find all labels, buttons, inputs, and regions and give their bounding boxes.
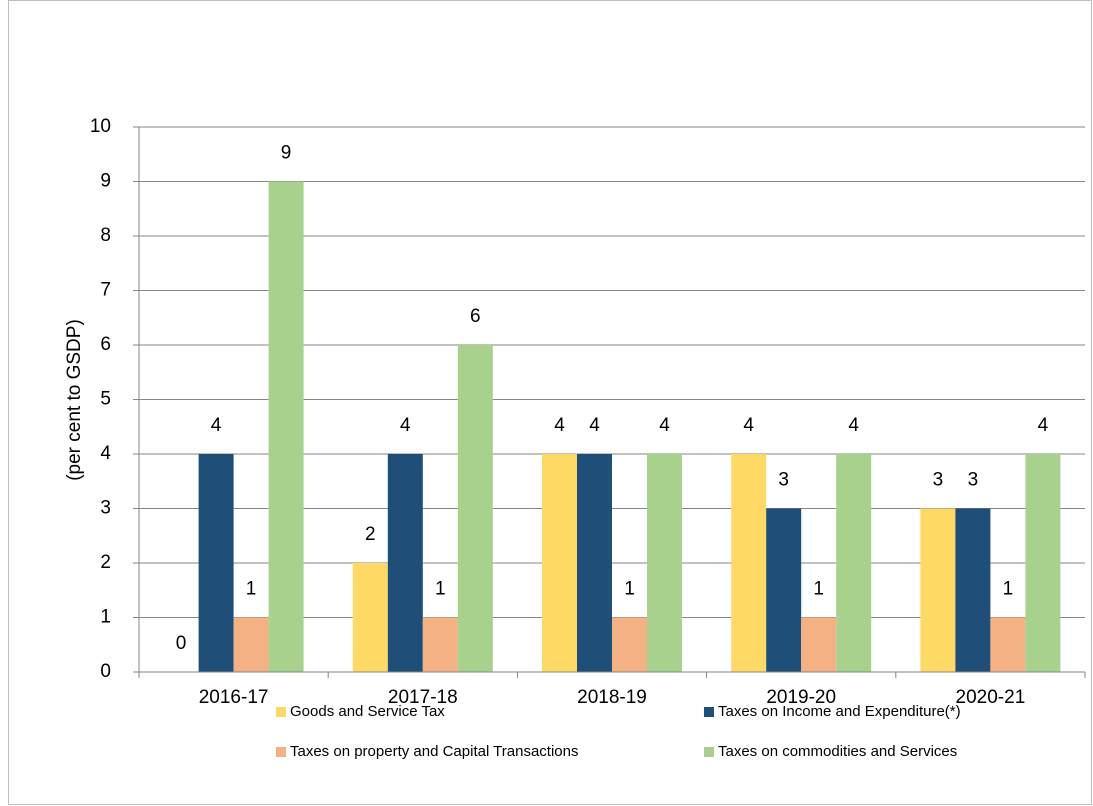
x-tick-label: 2017-18 xyxy=(388,687,458,708)
legend-swatch xyxy=(276,747,286,757)
data-label: 4 xyxy=(211,415,222,436)
data-label: 3 xyxy=(933,470,944,491)
data-label: 1 xyxy=(435,579,446,600)
data-label: 3 xyxy=(778,470,789,491)
legend-swatch xyxy=(704,707,714,717)
legend-label: Taxes on commodities and Services xyxy=(718,743,957,760)
bar xyxy=(920,508,956,672)
bar xyxy=(268,181,304,672)
y-tick-label: 3 xyxy=(100,498,111,519)
data-label: 4 xyxy=(1038,415,1049,436)
y-axis-title: (per cent to GSDP) xyxy=(64,319,85,481)
data-label: 4 xyxy=(659,415,670,436)
bar xyxy=(990,617,1026,672)
y-tick-label: 8 xyxy=(100,225,111,246)
bar xyxy=(457,345,493,672)
data-label: 0 xyxy=(176,633,187,654)
chart-border xyxy=(8,0,1092,805)
legend-label: Goods and Service Tax xyxy=(290,703,445,720)
data-label: 4 xyxy=(589,415,600,436)
data-label: 4 xyxy=(848,415,859,436)
y-tick-label: 6 xyxy=(100,334,111,355)
data-label: 9 xyxy=(281,143,292,164)
x-tick-label: 2020-21 xyxy=(956,687,1026,708)
bar xyxy=(542,454,577,672)
bar xyxy=(1025,454,1061,672)
data-label: 1 xyxy=(813,579,824,600)
x-tick-label: 2016-17 xyxy=(199,687,269,708)
y-tick-label: 10 xyxy=(90,116,111,137)
bar xyxy=(387,454,423,672)
y-tick-label: 9 xyxy=(100,171,111,192)
legend-swatch xyxy=(276,707,286,717)
bar xyxy=(422,617,458,672)
data-label: 4 xyxy=(743,415,754,436)
data-label: 1 xyxy=(1003,579,1014,600)
bar xyxy=(731,454,767,672)
legend-label: Taxes on Income and Expenditure(*) xyxy=(718,703,961,720)
legend-swatch xyxy=(704,747,714,757)
data-label: 4 xyxy=(554,415,565,436)
bar xyxy=(352,563,388,672)
bar xyxy=(233,617,269,672)
bar xyxy=(198,454,234,672)
y-tick-label: 2 xyxy=(100,552,111,573)
data-label: 2 xyxy=(365,524,376,545)
x-tick-label: 2018-19 xyxy=(577,687,647,708)
x-tick-label: 2019-20 xyxy=(766,687,836,708)
bar xyxy=(766,508,802,672)
data-label: 4 xyxy=(400,415,411,436)
bar xyxy=(836,454,872,672)
bar xyxy=(612,617,647,672)
data-label: 1 xyxy=(246,579,257,600)
y-tick-label: 1 xyxy=(100,607,111,628)
y-tick-label: 7 xyxy=(100,280,111,301)
bar xyxy=(647,454,682,672)
data-label: 6 xyxy=(470,306,481,327)
y-tick-label: 4 xyxy=(100,443,111,464)
legend-label: Taxes on property and Capital Transactio… xyxy=(290,743,579,760)
data-label: 1 xyxy=(624,579,635,600)
bar xyxy=(801,617,837,672)
bar xyxy=(577,454,612,672)
bar xyxy=(955,508,991,672)
y-tick-label: 5 xyxy=(100,389,111,410)
data-label: 3 xyxy=(968,470,979,491)
y-tick-label: 0 xyxy=(100,661,111,682)
